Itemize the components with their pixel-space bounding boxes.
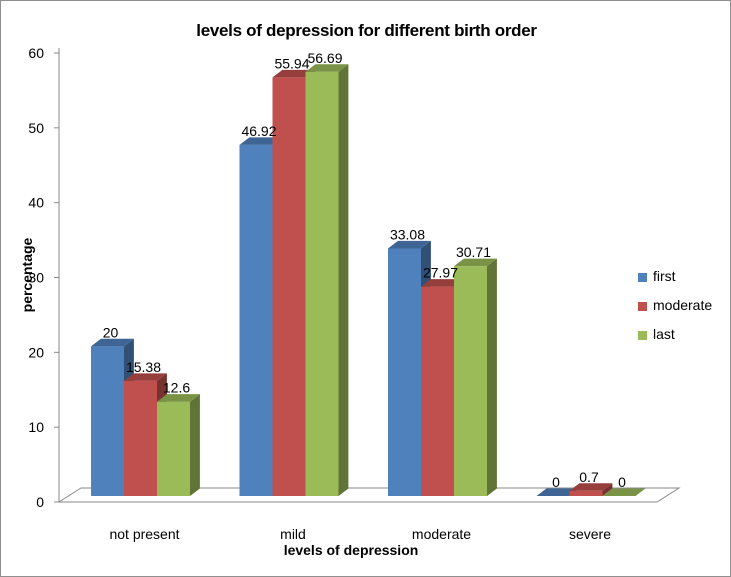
data-label: 20 (103, 324, 119, 340)
y-tick-label: 20 (28, 344, 44, 360)
bar-moderate-moderate (421, 286, 454, 496)
bar-last-moderate (454, 266, 487, 496)
data-label: 33.08 (390, 226, 425, 242)
y-axis-title: percentage (19, 237, 35, 313)
bar-top (157, 394, 200, 402)
y-tick-label: 10 (28, 419, 44, 435)
bar-moderate-mild (272, 77, 306, 497)
bar-last-mild (305, 71, 339, 496)
data-label: 15.38 (126, 359, 161, 375)
x-axis-title: levels of depression (283, 542, 419, 558)
x-tick-label: mild (280, 526, 306, 542)
chart-title: levels of depression for different birth… (196, 21, 537, 40)
x-tick-label: moderate (412, 526, 471, 542)
y-tick-label: 60 (28, 45, 44, 61)
x-tick-label: not present (109, 526, 179, 542)
data-label: 27.97 (423, 265, 458, 281)
bar-top (569, 483, 613, 491)
bar-side (190, 394, 200, 496)
y-tick-label: 30 (28, 270, 44, 286)
y-tick-label: 0 (36, 494, 44, 510)
data-label: 55.94 (274, 55, 309, 71)
bar-first-mild (239, 144, 273, 496)
data-label: 12.6 (163, 380, 190, 396)
plot-floor (57, 487, 681, 503)
data-label: 0 (618, 474, 626, 490)
data-label: 0 (552, 474, 560, 490)
bar-first-moderate (388, 248, 421, 496)
bar-top (602, 488, 646, 496)
legend-swatch-first (638, 273, 647, 282)
legend-label-first: first (653, 268, 676, 284)
bar-moderate-severe (569, 490, 603, 496)
bar-top (388, 240, 431, 249)
legend-swatch-last (638, 331, 647, 340)
bar-first-not-present (91, 346, 124, 496)
legend-label-last: last (653, 326, 675, 342)
data-label: 0.7 (579, 469, 599, 485)
y-tick-label: 50 (28, 120, 44, 136)
bar-top (536, 488, 580, 496)
bar-side (487, 258, 497, 496)
bar-top (421, 279, 464, 287)
bar-top (305, 64, 349, 72)
bar-top (124, 373, 167, 381)
legend-label-moderate: moderate (653, 297, 713, 313)
data-label: 56.69 (307, 50, 342, 66)
bar-top (272, 69, 316, 78)
bar-moderate-not-present (124, 380, 157, 496)
bar-side (338, 64, 349, 496)
legend-swatch-moderate (638, 302, 647, 311)
bar-top (239, 137, 283, 145)
data-label: 46.92 (241, 123, 276, 139)
y-tick-label: 40 (28, 195, 44, 211)
bar-last-not-present (157, 401, 190, 496)
bar-top (91, 338, 134, 347)
x-tick-label: severe (569, 526, 611, 542)
data-label: 30.71 (456, 244, 491, 260)
bar-side (602, 483, 613, 496)
bar-top (454, 258, 497, 267)
